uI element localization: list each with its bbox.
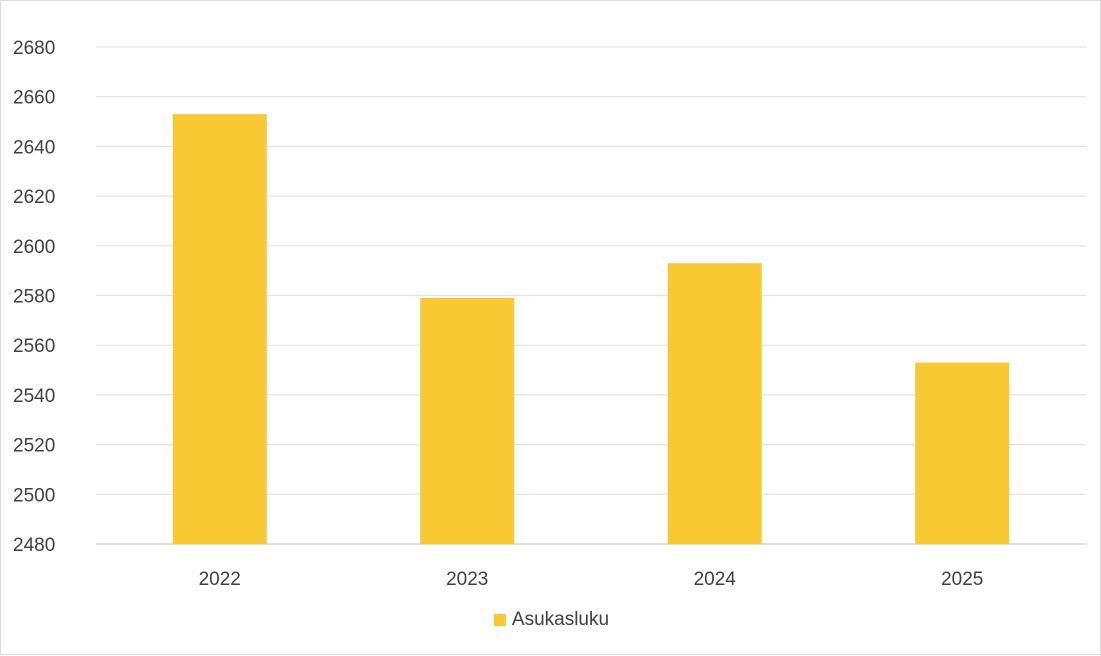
y-tick-label: 2560 [13, 336, 55, 357]
bar-2023 [420, 297, 515, 544]
bar-2025 [915, 362, 1010, 544]
legend-label-asukasluku: Asukasluku [511, 609, 610, 630]
y-tick-label: 2660 [13, 88, 55, 109]
x-axis-ticks: 2022 2023 2024 2025 [199, 569, 984, 590]
y-tick-label: 2500 [13, 485, 55, 506]
y-tick-label: 2520 [13, 436, 55, 457]
y-tick-label: 2680 [13, 38, 55, 59]
x-tick-label-2024: 2024 [694, 569, 737, 590]
y-axis-ticks: 2480 2500 2520 2540 2560 2580 2600 2620 2640 2660… [13, 38, 55, 556]
y-tick-label: 2580 [13, 287, 55, 308]
legend-swatch-asukasluku [493, 614, 506, 626]
y-tick-label: 2540 [13, 386, 55, 407]
y-tick-label: 2640 [13, 137, 55, 158]
y-tick-label: 2480 [13, 535, 55, 556]
bars [172, 114, 1010, 544]
y-tick-label: 2600 [13, 237, 55, 258]
legend: Asukasluku [1, 609, 1101, 631]
x-tick-label-2025: 2025 [941, 569, 983, 590]
y-tick-label: 2620 [13, 187, 55, 208]
bar-2022 [172, 114, 267, 544]
bar-2024 [667, 263, 762, 544]
x-tick-label-2022: 2022 [199, 569, 241, 590]
x-tick-label-2023: 2023 [446, 569, 488, 590]
